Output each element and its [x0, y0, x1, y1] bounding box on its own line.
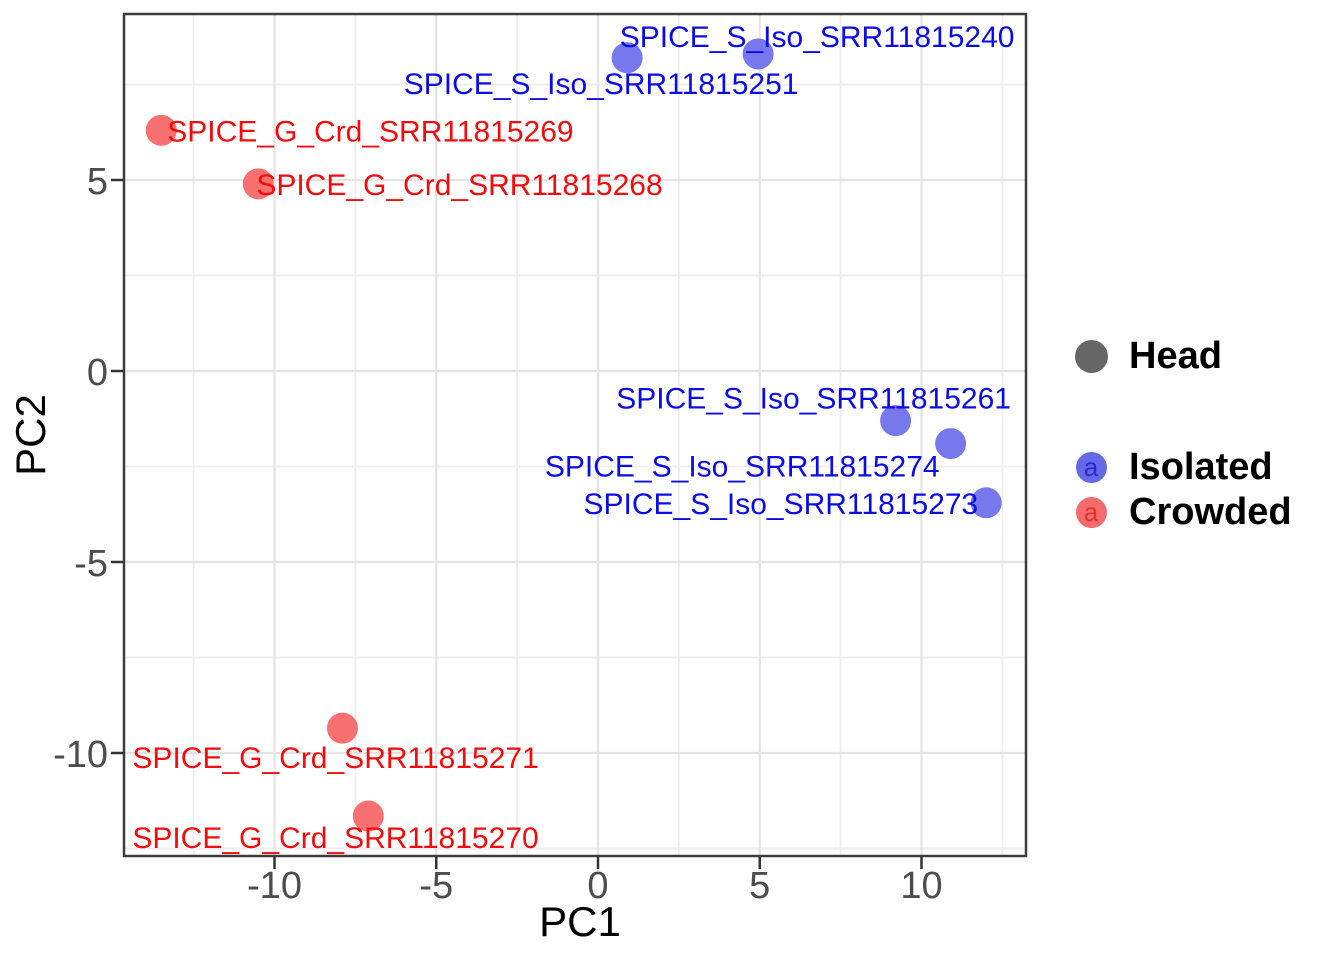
data-point — [935, 428, 967, 460]
legend-label-isolated: Isolated — [1129, 445, 1273, 488]
x-tick-label: -10 — [247, 865, 302, 907]
crowded-a-key-icon: a — [1075, 496, 1107, 528]
point-label: SPICE_S_Iso_SRR11815251 — [404, 68, 799, 101]
x-tick-label: 5 — [749, 865, 770, 907]
point-label: SPICE_S_Iso_SRR11815274 — [545, 451, 940, 484]
x-axis-title: PC1 — [539, 898, 621, 945]
legend-item-head: Head — [1074, 334, 1222, 377]
data-point — [352, 800, 384, 832]
panel-border — [122, 12, 1028, 858]
point-label: SPICE_G_Crd_SRR11815269 — [167, 115, 573, 148]
y-axis-title: PC2 — [7, 394, 54, 476]
legend-item-crowded: a Crowded — [1074, 490, 1292, 533]
data-point — [326, 712, 358, 744]
y-tick-label: 5 — [87, 161, 108, 203]
data-point — [242, 168, 274, 200]
point-label: SPICE_S_Iso_SRR11815261 — [616, 383, 1011, 416]
x-tick-label: 0 — [587, 865, 608, 907]
point-label: SPICE_S_Iso_SRR11815273 — [583, 488, 978, 521]
data-point — [611, 42, 643, 74]
legend-label-crowded: Crowded — [1129, 490, 1292, 533]
data-point — [970, 487, 1002, 519]
y-tick-label: -10 — [53, 734, 108, 776]
isolated-a-key-icon: a — [1075, 451, 1107, 483]
point-label: SPICE_G_Crd_SRR11815271 — [132, 742, 538, 775]
y-tick-label: -5 — [74, 543, 108, 585]
data-point — [742, 38, 774, 70]
head-dot-icon — [1074, 339, 1108, 373]
legend-label-head: Head — [1129, 334, 1222, 377]
data-point — [145, 114, 177, 146]
point-label: SPICE_G_Crd_SRR11815270 — [132, 822, 538, 855]
y-tick-label: 0 — [87, 352, 108, 394]
point-label: SPICE_G_Crd_SRR11815268 — [256, 169, 662, 202]
point-label: SPICE_S_Iso_SRR11815240 — [620, 21, 1015, 54]
data-point — [880, 405, 912, 437]
x-tick-label: -5 — [419, 865, 453, 907]
x-tick-label: 10 — [900, 865, 942, 907]
legend-item-isolated: a Isolated — [1074, 445, 1273, 488]
